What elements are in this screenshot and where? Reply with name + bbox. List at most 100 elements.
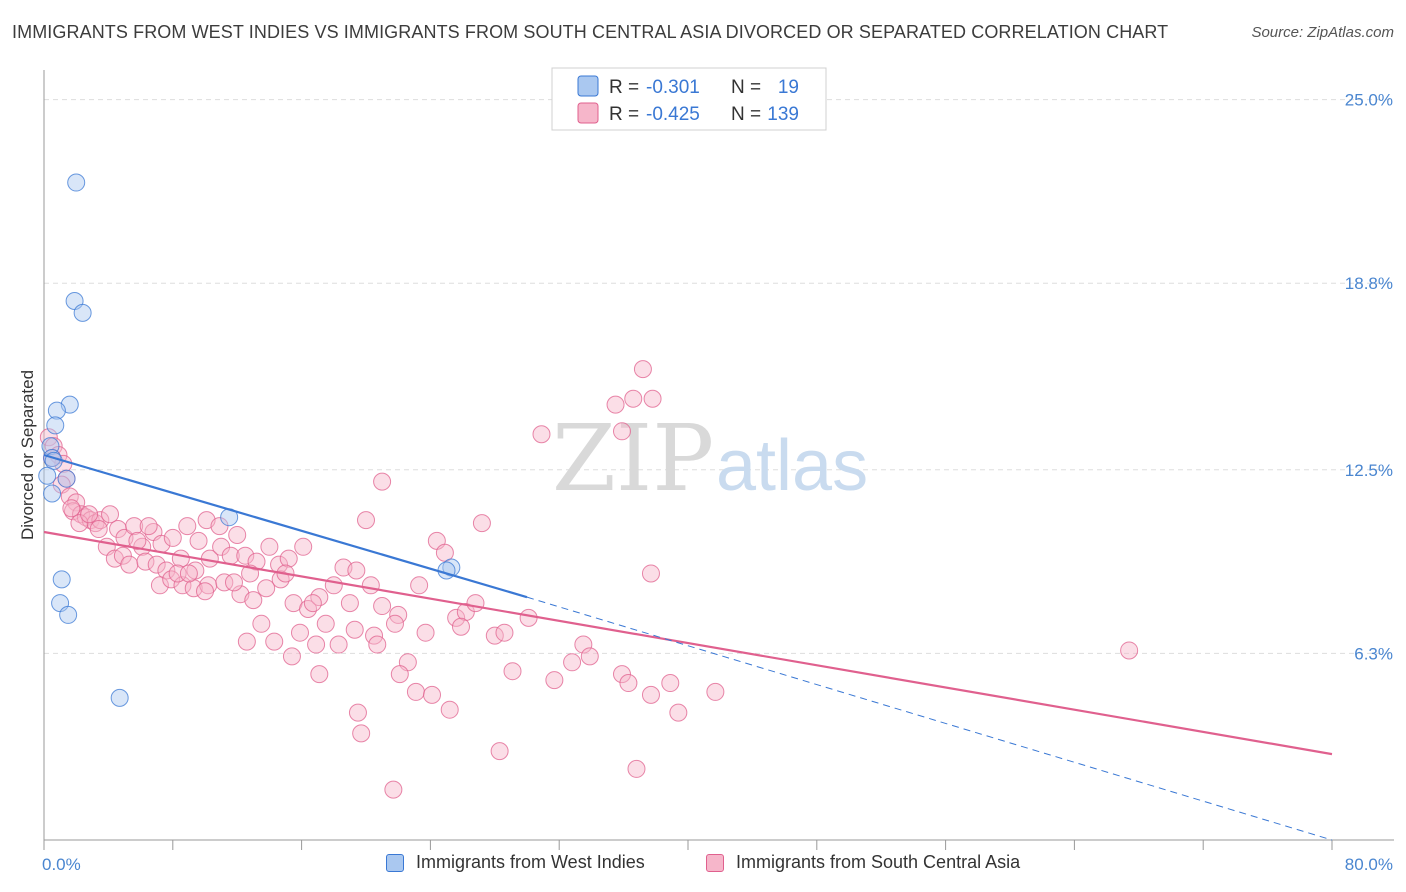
blue-data-point <box>442 558 461 577</box>
pink-data-point <box>80 505 99 524</box>
pink-data-point <box>416 623 435 642</box>
pink-data-point <box>150 576 169 595</box>
pink-data-point <box>178 517 197 536</box>
pink-data-point <box>669 703 688 722</box>
pink-data-point <box>373 472 392 491</box>
pink-trend-line <box>43 530 1333 756</box>
blue-data-point <box>59 605 78 624</box>
pink-data-point <box>574 635 593 654</box>
pink-data-point <box>316 614 335 633</box>
pink-data-point <box>237 632 256 651</box>
pink-data-point <box>310 665 329 684</box>
blue-points <box>38 173 461 707</box>
blue-data-point <box>73 303 92 322</box>
pink-data-point <box>101 505 120 524</box>
pink-data-point <box>184 579 203 598</box>
pink-data-point <box>385 614 404 633</box>
pink-data-point <box>352 724 371 743</box>
blue-data-point <box>47 401 66 420</box>
pink-data-point <box>215 573 234 592</box>
pink-data-point <box>612 422 631 441</box>
pink-data-point <box>307 635 326 654</box>
pink-data-point <box>189 531 208 550</box>
pink-data-point <box>257 579 276 598</box>
y-tick-label: 12.5% <box>1345 461 1393 480</box>
legend-swatch-west-indies <box>386 853 404 872</box>
y-axis-label: Divorced or Separated <box>18 370 37 540</box>
pink-data-point <box>271 570 290 589</box>
pink-data-point <box>179 564 198 583</box>
pink-data-point <box>545 671 564 690</box>
legend-pink-r-label: R = <box>609 104 639 125</box>
watermark-atlas: atlas <box>716 426 868 506</box>
blue-data-point <box>52 570 71 589</box>
legend-pink-n-value: 139 <box>767 104 799 125</box>
pink-points <box>39 360 1139 799</box>
blue-trend-line <box>43 453 528 599</box>
watermark-zip: ZIP <box>552 405 714 512</box>
blue-data-point <box>38 466 57 485</box>
pink-data-point <box>373 597 392 616</box>
pink-data-point <box>303 594 322 613</box>
pink-data-point <box>173 576 192 595</box>
trend-lines <box>43 453 1333 841</box>
pink-data-point <box>447 608 466 627</box>
legend-label-west-indies: Immigrants from West Indies <box>416 852 645 872</box>
pink-data-point <box>62 499 81 518</box>
legend-bottom: Immigrants from West Indies Immigrants f… <box>0 852 1406 878</box>
pink-data-point <box>633 360 652 379</box>
blue-data-point <box>46 416 65 435</box>
pink-data-point <box>260 537 279 556</box>
blue-data-point <box>67 173 86 192</box>
pink-data-point <box>279 549 298 568</box>
pink-data-point <box>324 576 343 595</box>
pink-data-point <box>139 517 158 536</box>
pink-data-point <box>347 561 366 580</box>
pink-data-point <box>91 511 110 530</box>
pink-data-point <box>410 576 429 595</box>
pink-data-point <box>86 514 105 533</box>
pink-data-point <box>265 632 284 651</box>
pink-data-point <box>435 543 454 562</box>
pink-data-point <box>519 608 538 627</box>
pink-data-point <box>619 674 638 693</box>
watermark: ZIP atlas <box>552 405 868 512</box>
legend-item-west-indies: Immigrants from West Indies <box>386 852 645 873</box>
pink-data-point <box>361 576 380 595</box>
pink-data-point <box>89 520 108 539</box>
x-tick-label-max: 80.0% <box>1345 855 1393 874</box>
legend-pink-r-value: -0.425 <box>646 104 700 125</box>
pink-data-point <box>406 682 425 701</box>
pink-data-point <box>661 674 680 693</box>
pink-data-point <box>39 428 58 447</box>
pink-data-point <box>627 759 646 778</box>
legend-blue-swatch <box>577 75 599 97</box>
pink-data-point <box>244 591 263 610</box>
legend-blue-r-label: R = <box>609 77 639 98</box>
pink-data-point <box>171 549 190 568</box>
pink-data-point <box>1120 641 1139 660</box>
pink-data-point <box>357 511 375 530</box>
pink-data-point <box>147 555 166 574</box>
pink-data-point <box>163 528 182 547</box>
pink-data-point <box>390 665 409 684</box>
chart-source: Source: ZipAtlas.com <box>1251 24 1394 41</box>
x-tick-label-min: 0.0% <box>42 855 81 874</box>
y-tick-label: 6.3% <box>1354 644 1393 663</box>
pink-data-point <box>643 389 662 408</box>
pink-data-point <box>282 647 301 666</box>
pink-data-point <box>128 531 147 550</box>
blue-data-point <box>110 688 129 707</box>
blue-data-point <box>57 469 76 488</box>
pink-data-point <box>157 561 176 580</box>
pink-data-point <box>580 647 599 666</box>
pink-data-point <box>451 617 470 636</box>
y-tick-label: 18.8% <box>1345 274 1393 293</box>
y-tick-labels: 6.3% 12.5% 18.8% 25.0% <box>1345 91 1393 664</box>
pink-data-point <box>606 395 625 414</box>
x-tick-labels: 0.0% 80.0% <box>42 855 1393 874</box>
pink-data-point <box>563 653 582 672</box>
pink-data-point <box>345 620 364 639</box>
pink-data-point <box>113 546 132 565</box>
